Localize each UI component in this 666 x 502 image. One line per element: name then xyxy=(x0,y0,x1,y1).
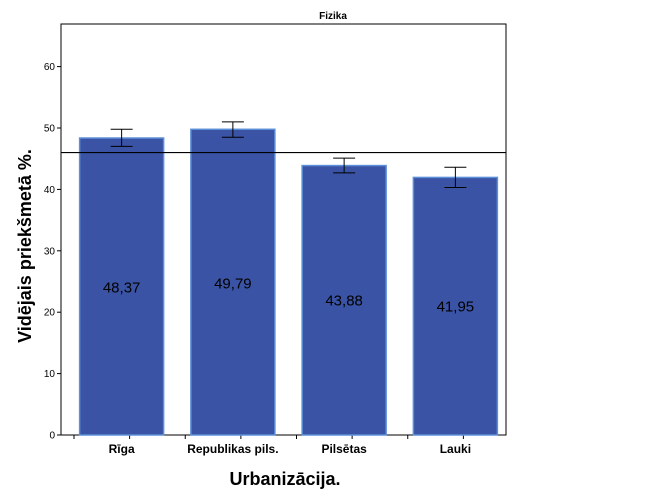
x-tick-label: Pilsētas xyxy=(321,442,367,456)
x-axis-title: Urbanizācija. xyxy=(229,469,340,489)
y-tick-label: 20 xyxy=(44,308,56,319)
bar xyxy=(412,176,499,436)
plot-area xyxy=(60,23,507,436)
y-tick-label: 50 xyxy=(44,124,56,135)
y-tick-label: 0 xyxy=(49,431,55,442)
y-tick-label: 60 xyxy=(44,62,56,73)
data-label: 49,79 xyxy=(214,275,252,292)
x-tick-label: Lauki xyxy=(440,442,471,456)
bars xyxy=(78,128,499,436)
x-axis: Rīga Republikas pils. Pilsētas Lauki xyxy=(73,435,471,456)
data-label: 48,37 xyxy=(103,279,141,296)
data-label: 41,95 xyxy=(437,298,475,315)
error-bars xyxy=(110,121,467,189)
chart-title: Fizika xyxy=(319,11,347,22)
bar xyxy=(78,137,165,436)
y-tick-label: 30 xyxy=(44,246,56,257)
value-labels: 48,37 49,79 43,88 41,95 xyxy=(103,275,474,315)
y-axis: 0 10 20 30 40 50 60 xyxy=(44,62,61,442)
x-tick-label: Republikas pils. xyxy=(187,442,278,456)
data-label: 43,88 xyxy=(325,293,363,310)
y-tick-label: 10 xyxy=(44,369,56,380)
x-tick-label: Rīga xyxy=(109,442,135,456)
y-axis-title: Vidējais priekšmetā %. xyxy=(15,149,35,343)
y-tick-label: 40 xyxy=(44,185,56,196)
